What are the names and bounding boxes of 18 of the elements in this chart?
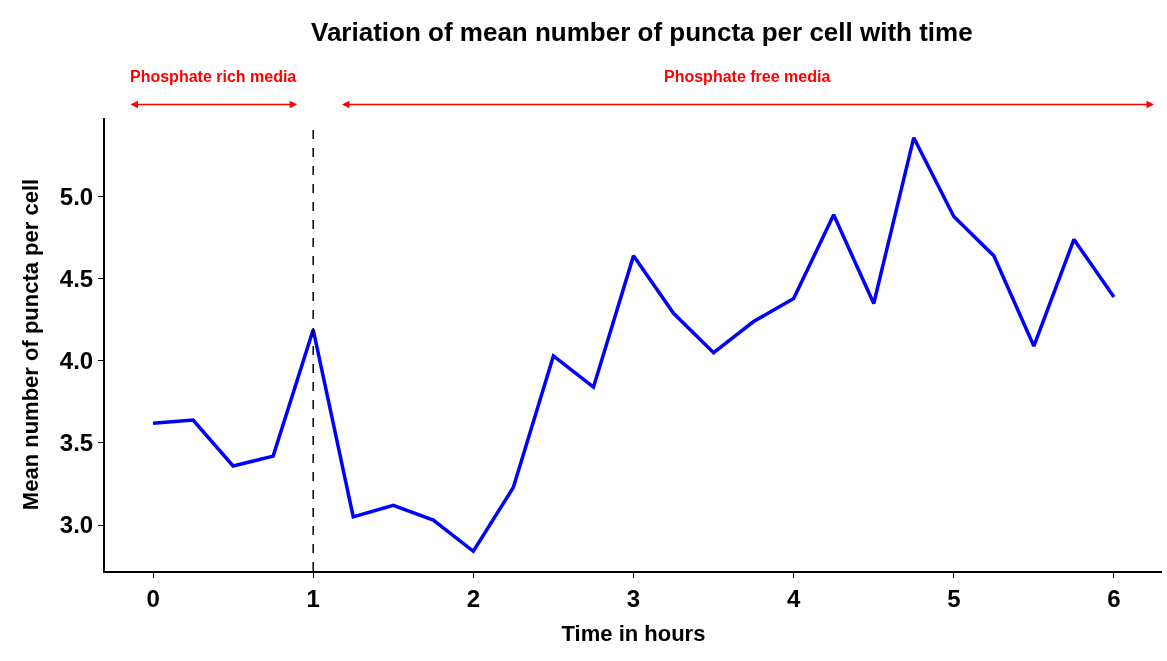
x-tick-label: 5	[947, 584, 961, 612]
x-tick-label: 1	[306, 584, 320, 612]
chart-title: Variation of mean number of puncta per cell with time	[311, 17, 973, 48]
x-axis-title: Time in hours	[561, 621, 706, 647]
y-tick-label: 3.5	[59, 429, 94, 457]
text: Phosphate rich media	[130, 68, 297, 85]
y-tick-label: 4.0	[59, 347, 94, 375]
y-axis-title: Mean number of puncta per cell	[18, 178, 44, 511]
line-series	[151, 135, 1116, 554]
x-tick-label: 3	[626, 584, 641, 612]
x-tick-label: 4	[786, 584, 801, 612]
x-tick-label: 6	[1107, 584, 1121, 612]
x-tick-label: 2	[466, 584, 481, 612]
text: Phosphate free media	[664, 68, 831, 85]
y-tick-label: 4.5	[59, 265, 94, 293]
x-tick-label: 0	[146, 584, 160, 612]
y-tick-label: 5.0	[59, 183, 94, 211]
y-tick-label: 3.0	[59, 511, 94, 539]
